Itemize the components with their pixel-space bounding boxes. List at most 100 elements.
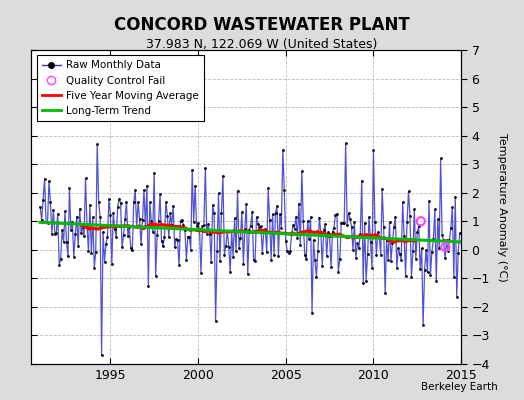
Point [79, 224, 87, 230]
Point [165, 234, 173, 240]
Point [86, 202, 94, 208]
Point [314, 247, 322, 254]
Point [267, 256, 275, 263]
Point [52, 230, 60, 236]
Point [436, 155, 445, 162]
Point [235, 244, 243, 251]
Point [114, 204, 122, 210]
Point [40, 176, 49, 182]
Point [151, 273, 160, 279]
Point [377, 252, 385, 258]
Point [253, 214, 261, 220]
Point [194, 220, 202, 226]
Point [368, 265, 376, 271]
Point [67, 226, 75, 233]
Point [281, 238, 290, 244]
Point [398, 199, 407, 206]
Point [204, 221, 212, 227]
Point [381, 290, 389, 296]
Point [453, 294, 461, 300]
Point [179, 222, 188, 228]
Point [137, 241, 145, 248]
Point [81, 175, 90, 182]
Point [455, 230, 464, 237]
Text: 37.983 N, 122.069 W (United States): 37.983 N, 122.069 W (United States) [146, 38, 378, 51]
Point [144, 283, 152, 290]
Point [140, 187, 148, 193]
Point [321, 221, 330, 228]
Point [57, 256, 65, 262]
Point [405, 188, 413, 194]
Point [331, 212, 340, 218]
Point [156, 190, 164, 197]
Point [94, 198, 103, 205]
Point [340, 220, 348, 226]
Point [232, 248, 240, 254]
Point [42, 218, 50, 225]
Point [370, 219, 379, 226]
Point [225, 244, 233, 250]
Point [146, 199, 154, 206]
Y-axis label: Temperature Anomaly (°C): Temperature Anomaly (°C) [497, 133, 507, 281]
Point [198, 223, 206, 230]
Point [394, 245, 402, 252]
Point [441, 244, 450, 250]
Point [61, 208, 69, 214]
Point [125, 224, 134, 230]
Point [330, 224, 338, 231]
Point [280, 187, 289, 194]
Point [175, 262, 183, 268]
Point [298, 168, 306, 175]
Point [150, 170, 158, 176]
Point [116, 200, 125, 206]
Point [51, 231, 59, 237]
Point [303, 218, 312, 224]
Point [233, 187, 242, 194]
Point [128, 247, 136, 254]
Point [103, 234, 112, 240]
Point [66, 185, 74, 191]
Point [182, 256, 191, 263]
Point [259, 228, 268, 234]
Point [350, 219, 358, 226]
Point [334, 268, 343, 275]
Point [102, 241, 110, 247]
Point [147, 218, 156, 224]
Point [283, 248, 291, 254]
Point [214, 190, 223, 196]
Point [412, 256, 420, 262]
Point [74, 243, 82, 249]
Point [261, 226, 269, 232]
Point [192, 223, 201, 230]
Point [416, 266, 424, 272]
Point [417, 218, 425, 224]
Point [307, 214, 315, 220]
Point [99, 229, 107, 235]
Point [197, 270, 205, 276]
Point [385, 219, 394, 226]
Point [97, 352, 106, 359]
Point [72, 214, 81, 220]
Point [324, 229, 332, 235]
Point [383, 237, 391, 243]
Point [289, 222, 297, 228]
Point [39, 197, 47, 204]
Point [141, 223, 150, 230]
Point [266, 217, 274, 224]
Point [397, 256, 406, 263]
Point [90, 265, 99, 271]
Point [299, 218, 308, 224]
Point [355, 245, 363, 252]
Point [375, 234, 384, 240]
Point [318, 262, 326, 269]
Point [361, 220, 369, 226]
Point [349, 246, 357, 253]
Point [45, 178, 53, 184]
Point [379, 224, 388, 230]
Point [106, 212, 115, 218]
Point [93, 141, 102, 147]
Point [231, 215, 239, 221]
Point [374, 229, 382, 235]
Point [419, 322, 427, 328]
Point [322, 253, 331, 259]
